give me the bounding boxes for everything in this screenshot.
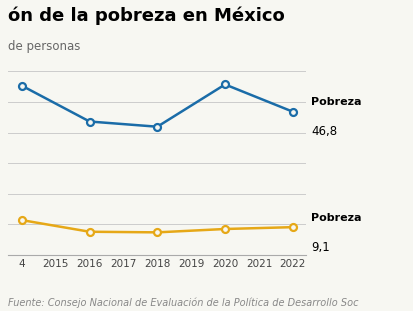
Text: Pobreza: Pobreza: [311, 212, 361, 223]
Text: Fuente: Consejo Nacional de Evaluación de la Política de Desarrollo Soc: Fuente: Consejo Nacional de Evaluación d…: [8, 297, 358, 308]
Text: de personas: de personas: [8, 40, 81, 53]
Text: Pobreza: Pobreza: [311, 97, 361, 107]
Text: 9,1: 9,1: [311, 241, 330, 254]
Text: 46,8: 46,8: [311, 126, 337, 138]
Text: ón de la pobreza en México: ón de la pobreza en México: [8, 6, 284, 25]
